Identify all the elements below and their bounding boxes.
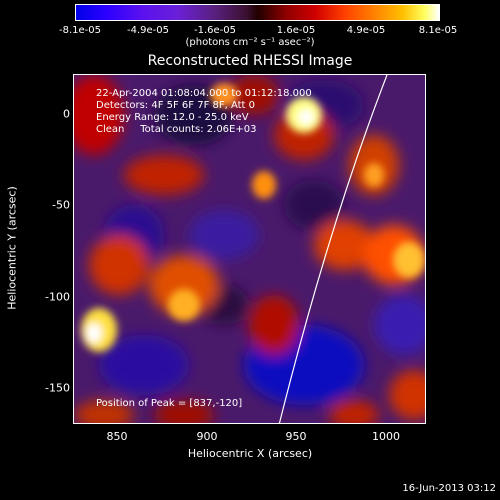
annotation-energy: Energy Range: 12.0 - 25.0 keV [96,112,249,123]
colorbar-tick: 8.1e-05 [418,25,458,36]
colorbar-units: (photons cm⁻² s⁻¹ asec⁻²) [185,37,315,48]
x-tick-label: 1000 [372,430,400,443]
y-tick-label: -100 [45,290,70,304]
colorbar-tick: 4.9e-05 [346,25,386,36]
annotation-detectors: Detectors: 4F 5F 6F 7F 8F, Att 0 [96,100,256,111]
x-tick-label: 950 [285,430,307,443]
colorbar-tick: 1.6e-05 [276,25,316,36]
x-axis-label: Heliocentric X (arcsec) [187,447,313,460]
annotation-peak: Position of Peak = [837,-120] [96,398,243,409]
solar-limb-line [278,75,388,423]
y-tick-label: -150 [45,381,70,395]
y-tick-label: -50 [52,198,70,212]
x-tick-label: 850 [106,430,128,443]
annotation-time-range: 22-Apr-2004 01:08:04.000 to 01:12:18.000 [96,88,312,99]
colorbar-tick: -4.9e-05 [127,25,169,36]
x-tick-label: 900 [196,430,218,443]
colorbar-tick: -8.1e-05 [59,25,101,36]
y-axis-label: Heliocentric Y (arcsec) [5,186,19,310]
footer-timestamp: 16-Jun-2013 03:12 [402,483,496,494]
plot-title: Reconstructed RHESSI Image [147,53,353,69]
annotation-clean: Clean Total counts: 2.06E+03 [96,124,257,135]
rhessi-image: 22-Apr-2004 01:08:04.000 to 01:12:18.000… [73,74,426,424]
colorbar [75,4,440,21]
colorbar-tick: -1.6e-05 [194,25,236,36]
y-tick-label: 0 [63,107,70,121]
image-map [74,75,425,423]
